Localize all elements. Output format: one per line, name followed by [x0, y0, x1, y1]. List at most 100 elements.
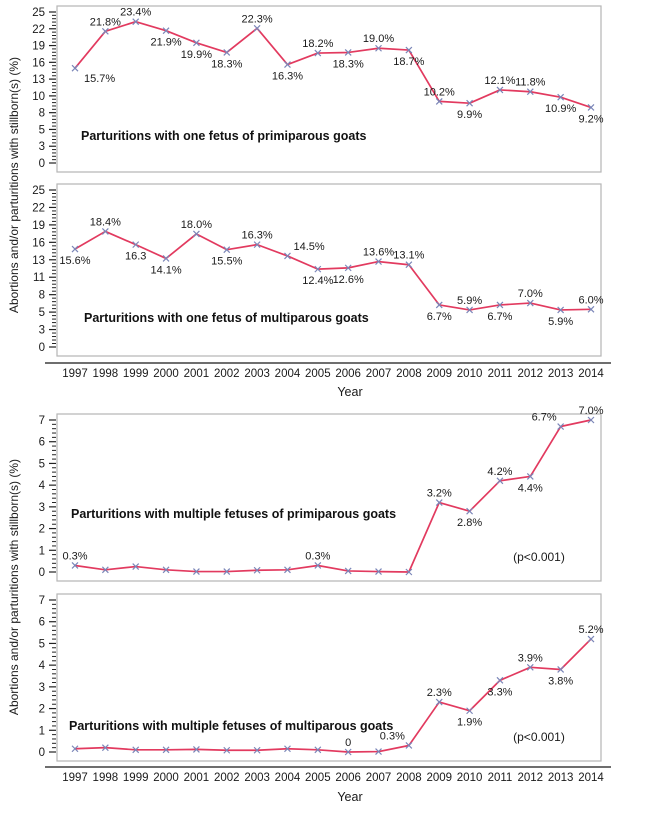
data-point-marker: [314, 562, 322, 569]
data-point-label: 3.3%: [487, 686, 512, 698]
data-point-marker: [192, 568, 200, 575]
data-point-marker: [405, 742, 413, 749]
y-tick-label: 11: [33, 272, 45, 284]
data-point-label: 0.3%: [62, 550, 87, 562]
data-point-label: 10.9%: [545, 103, 576, 115]
y-tick-label: 19: [32, 41, 45, 53]
y-tick-label: 1: [39, 725, 45, 737]
y-tick-label: 22: [32, 24, 45, 36]
x-tick-label: 2003: [244, 772, 270, 784]
data-point-label: 0: [345, 737, 351, 749]
data-point-label: 2.8%: [457, 517, 482, 529]
data-point-label: 21.8%: [90, 16, 121, 28]
y-axis: 25 22 19 16 13 11 8 5 3 0: [32, 185, 56, 354]
data-point-marker: [253, 566, 261, 574]
y-tick-label: 16: [32, 57, 45, 69]
x-tick-label: 1997: [62, 772, 88, 784]
data-point-marker: [466, 99, 474, 107]
data-point-marker: [466, 707, 474, 715]
data-point-marker: [344, 49, 352, 56]
data-point-marker: [344, 567, 352, 575]
data-point-marker: [132, 241, 140, 249]
y-tick-label: 6: [39, 437, 45, 449]
data-point-label: 7.0%: [518, 288, 543, 300]
x-tick-label: 2002: [214, 772, 240, 784]
data-point-label: 14.5%: [293, 241, 324, 253]
x-tick-label: 1999: [123, 368, 149, 380]
x-tick-label: 2012: [517, 368, 543, 380]
data-point-label: 12.4%: [302, 275, 333, 287]
data-point-label: 3.9%: [518, 652, 543, 664]
series-line: [74, 419, 592, 573]
data-point-label: 10.2%: [424, 86, 455, 98]
data-point-marker: [71, 64, 79, 72]
data-point-label: 23.4%: [120, 7, 151, 19]
data-point-marker: [253, 24, 261, 32]
y-tick-label: 5: [39, 307, 45, 319]
chart-1: 25 22 19 16 13 10 8 5 3 0 15.7% 21.8%23.4% 21.9%19.9…: [32, 5, 604, 173]
x-tick-label: 2012: [517, 772, 543, 784]
y-tick-label: 8: [39, 108, 45, 120]
plot-area: [56, 5, 602, 173]
data-markers: [71, 416, 595, 576]
data-point-marker: [526, 473, 534, 480]
data-point-marker: [314, 746, 322, 754]
data-point-marker: [557, 423, 565, 430]
data-point-marker: [557, 93, 565, 101]
x-tick-label: 2006: [335, 772, 361, 784]
data-markers: [71, 228, 595, 314]
data-point-marker: [435, 301, 443, 309]
y-tick-label: 5: [39, 638, 45, 650]
data-point-marker: [435, 698, 443, 706]
data-point-marker: [192, 230, 200, 238]
data-point-label: 16.3: [125, 251, 146, 263]
data-point-marker: [587, 104, 595, 111]
x-axis-2: 1997 1998 1999 2000 2001 2002 2003 2004 2005 2006…: [45, 766, 611, 784]
data-point-label: 5.9%: [457, 295, 482, 307]
x-tick-label: 1997: [62, 368, 88, 380]
y-tick-label: 5: [39, 458, 45, 470]
data-point-marker: [587, 305, 595, 313]
data-point-marker: [496, 86, 504, 94]
data-point-marker: [101, 566, 109, 574]
data-point-label: 18.3%: [211, 58, 242, 70]
data-point-marker: [496, 301, 504, 309]
data-labels: 0 0.3% 2.3% 1.9% 3.3% 3.9% 3.8% 5.2%: [345, 624, 604, 749]
data-point-marker: [557, 666, 565, 673]
y-tick-label: 3: [39, 502, 45, 514]
data-point-marker: [526, 299, 534, 307]
data-point-label: 6.0%: [578, 294, 603, 306]
data-point-label: 6.7%: [427, 311, 452, 323]
data-point-label: 0.3%: [305, 550, 330, 562]
data-point-label: 18.4%: [90, 216, 121, 228]
data-point-marker: [162, 255, 170, 262]
p-value-annotation: (p<0.001): [513, 730, 565, 744]
data-point-marker: [375, 568, 382, 575]
plot-area: [56, 413, 602, 582]
y-tick-label: 25: [32, 7, 45, 19]
x-tick-label: 2009: [426, 368, 452, 380]
data-point-label: 0.3%: [380, 730, 405, 742]
x-tick-label: 2010: [457, 772, 483, 784]
data-point-label: 6.7%: [532, 412, 557, 424]
data-point-marker: [101, 744, 109, 752]
y-axis-label-top-pair: Abortions and/or parturitions with still…: [7, 56, 21, 314]
y-axis: 7 6 5 4 3 2 1 0: [39, 595, 56, 759]
x-tick-label: 2011: [488, 772, 513, 784]
chart-4: 7 6 5 4 3 2 1 0 0 0.3% 2.3% 1.9% 3.3% 3.9% 3.8% 5.2% Par…: [39, 593, 604, 762]
data-point-label: 18.7%: [393, 56, 424, 68]
series-line: [74, 230, 592, 311]
data-point-label: 1.9%: [457, 717, 482, 729]
data-point-marker: [375, 44, 382, 52]
data-point-marker: [253, 241, 261, 249]
data-point-label: 9.9%: [457, 109, 482, 121]
data-point-label: 16.3%: [272, 71, 303, 83]
data-point-marker: [405, 261, 413, 269]
y-tick-label: 8: [39, 290, 45, 302]
x-tick-label: 2001: [184, 368, 210, 380]
data-point-label: 18.2%: [302, 38, 333, 50]
y-tick-label: 0: [39, 158, 45, 170]
y-tick-label: 10: [32, 91, 45, 103]
y-tick-label: 7: [39, 415, 45, 427]
data-point-label: 14.1%: [150, 264, 181, 276]
